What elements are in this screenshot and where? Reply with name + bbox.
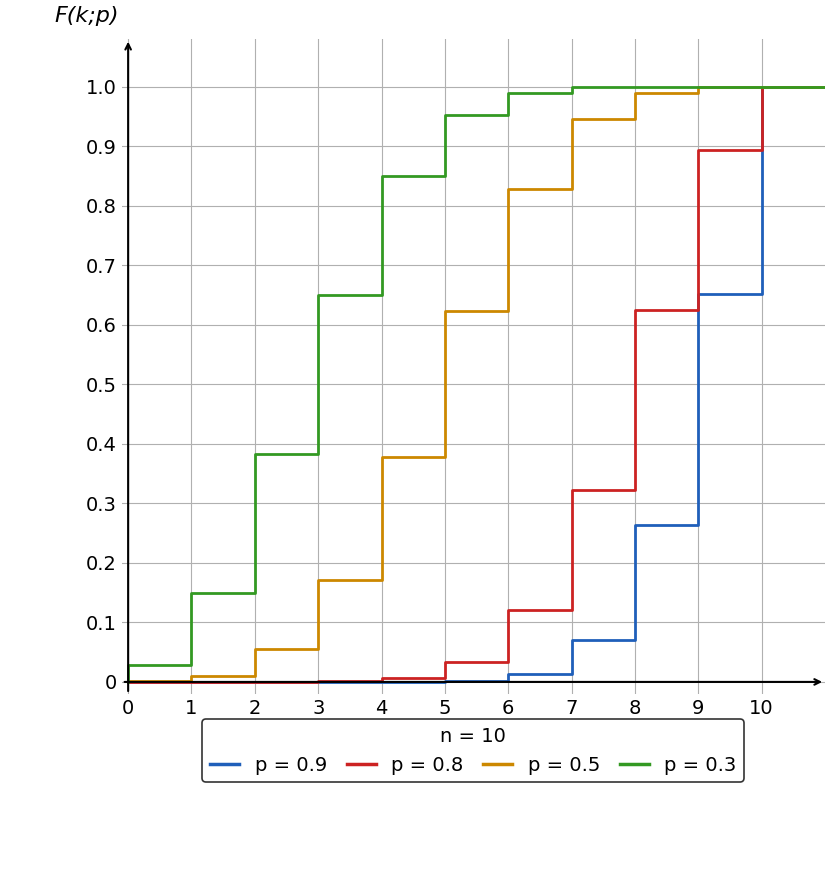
Y-axis label: F(k;p): F(k;p) (55, 6, 119, 26)
Legend: p = 0.9, p = 0.8, p = 0.5, p = 0.3: p = 0.9, p = 0.8, p = 0.5, p = 0.3 (202, 719, 744, 782)
